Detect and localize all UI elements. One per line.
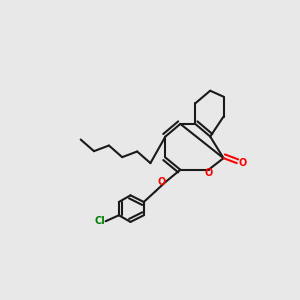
Text: O: O (204, 168, 213, 178)
Text: Cl: Cl (94, 216, 105, 226)
Text: O: O (238, 158, 247, 168)
Text: O: O (158, 177, 166, 187)
